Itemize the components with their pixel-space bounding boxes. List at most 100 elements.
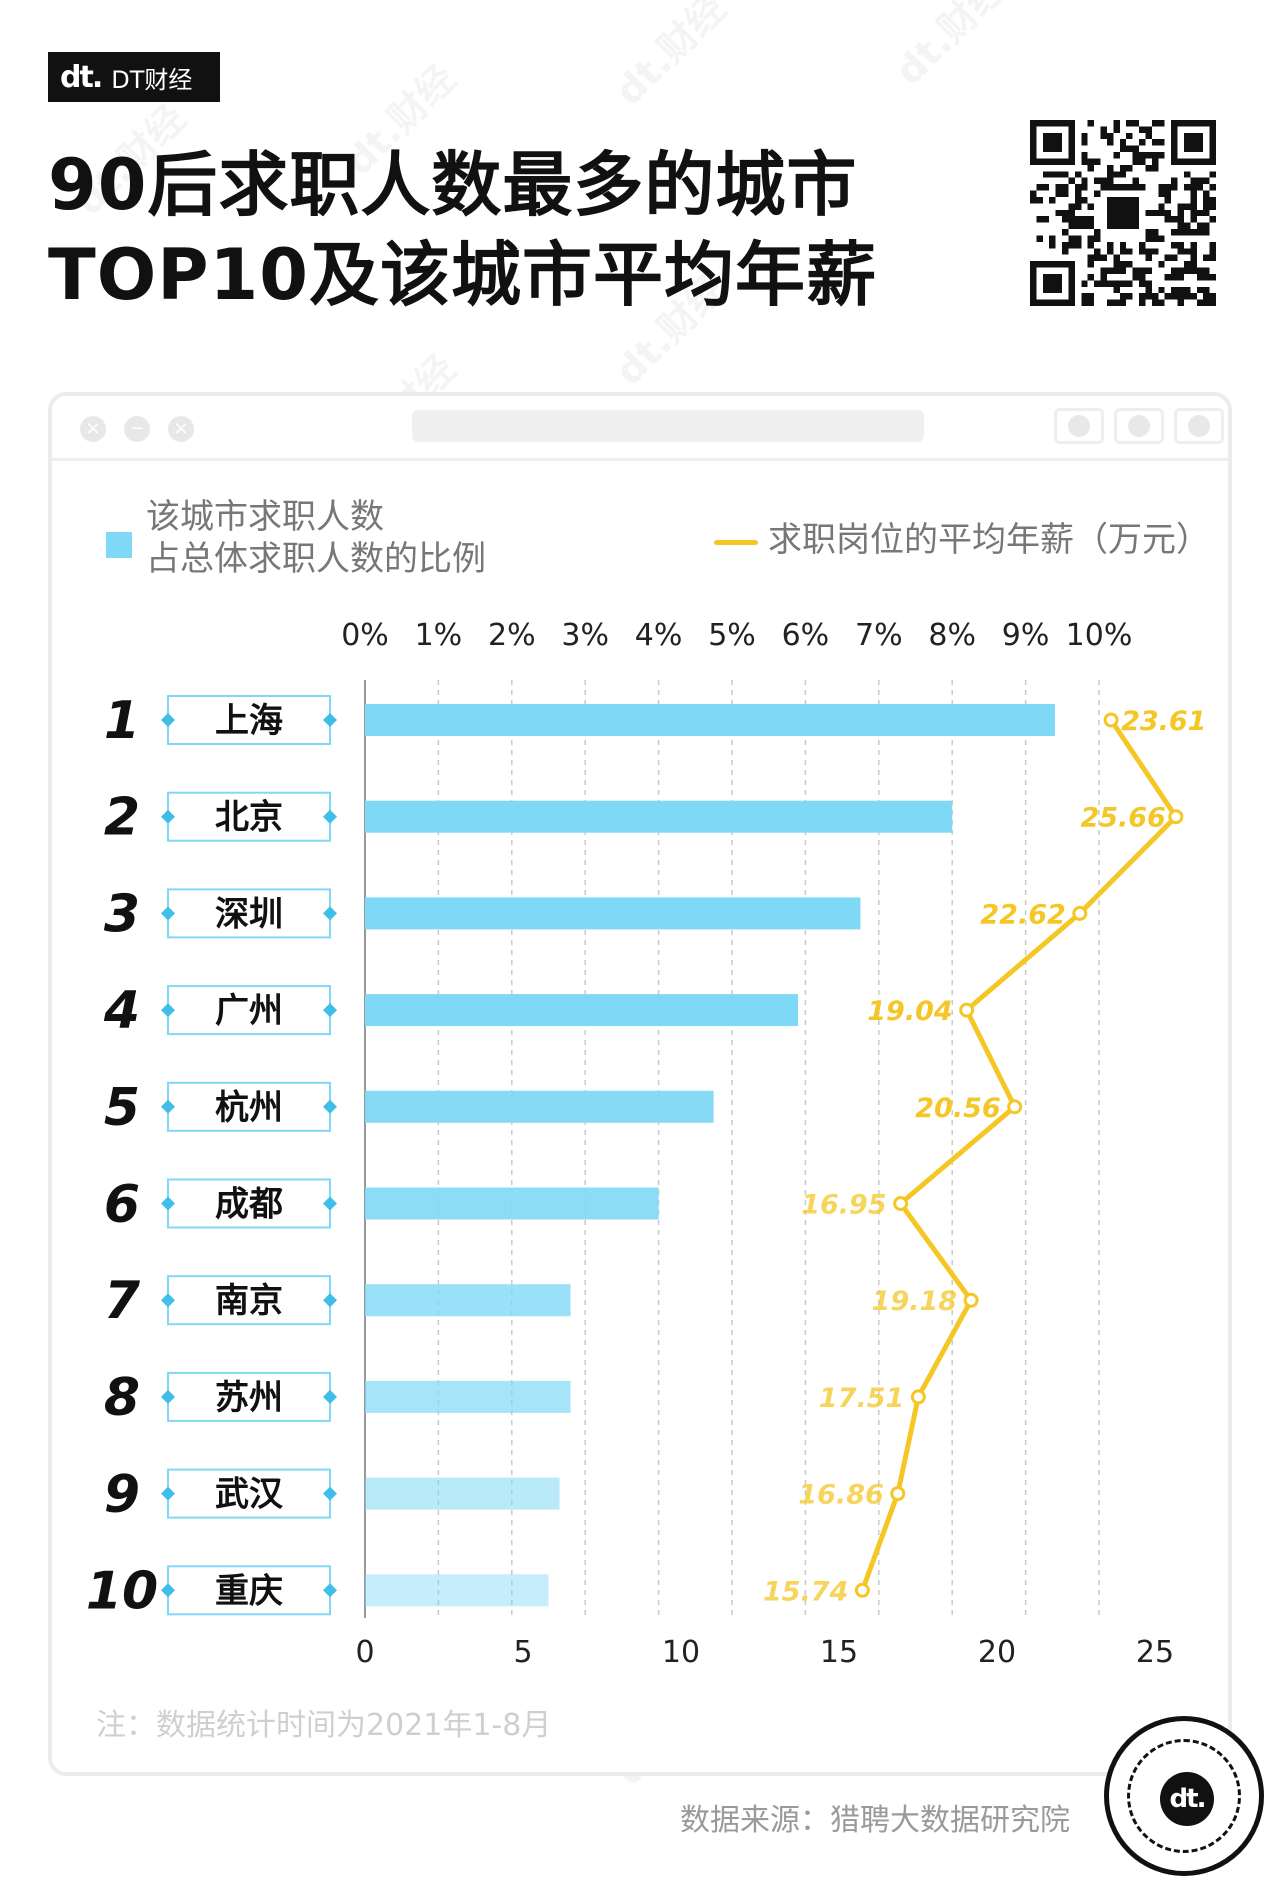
rank-label: 4	[103, 981, 140, 1041]
logo-text: DT财经	[111, 65, 193, 94]
city-label: 武汉	[215, 1475, 284, 1515]
bar	[365, 1090, 714, 1123]
bar	[365, 897, 861, 930]
rank-label: 10	[86, 1561, 158, 1621]
city-label: 广州	[215, 991, 283, 1031]
city-label-box	[167, 1565, 331, 1616]
legend-bar-label-line2: 占总体求职人数的比例	[146, 539, 486, 579]
diamond-icon	[161, 809, 175, 824]
city-label: 重庆	[215, 1571, 283, 1611]
diamond-icon	[323, 1099, 337, 1114]
bottom-axis-tick-label: 20	[978, 1635, 1016, 1670]
city-label: 上海	[215, 701, 283, 741]
line-point	[1103, 712, 1119, 728]
diamond-icon	[323, 906, 337, 921]
legend-bar-label: 该城市求职人数 占总体求职人数的比例	[146, 496, 486, 580]
rank-label: 1	[104, 691, 140, 751]
brand-badge: dt.	[1104, 1716, 1264, 1876]
close-icon: ×	[80, 416, 106, 442]
diamond-icon	[161, 1389, 175, 1404]
title-line-1: 90后求职人数最多的城市	[48, 144, 858, 226]
top-axis-tick-label: 1%	[415, 618, 463, 653]
legend-line-swatch	[714, 540, 758, 545]
page-title: 90后求职人数最多的城市 TOP10及该城市平均年薪	[48, 140, 877, 320]
city-label-box	[167, 985, 331, 1036]
diamond-icon	[161, 1293, 175, 1308]
bar	[365, 704, 1055, 736]
line-data-label: 19.18	[872, 1286, 957, 1317]
city-label: 南京	[215, 1281, 283, 1321]
rank-label: 7	[104, 1271, 141, 1331]
top-axis-tick-label: 6%	[782, 618, 830, 653]
maximize-icon: ×	[168, 416, 194, 442]
rank-label: 3	[104, 884, 140, 944]
diamond-icon	[161, 1099, 175, 1114]
logo-mark: dt.	[60, 59, 103, 95]
city-label-box	[167, 695, 331, 745]
line-data-label: 15.74	[763, 1576, 848, 1607]
top-axis-tick-label: 0%	[341, 618, 389, 653]
line-point	[854, 1582, 870, 1598]
bottom-axis-tick-label: 0	[355, 1635, 374, 1670]
top-axis-tick-label: 10%	[1066, 618, 1133, 653]
bar	[365, 994, 799, 1027]
rank-label: 6	[104, 1175, 140, 1235]
line-point	[1072, 905, 1088, 921]
record-icon	[1054, 408, 1104, 444]
salary-line	[860, 718, 1179, 1592]
line-data-label: 19.04	[867, 996, 952, 1027]
legend-bar-swatch	[106, 532, 132, 558]
line-point	[893, 1196, 909, 1211]
city-label-box	[167, 1178, 331, 1229]
line-point	[890, 1486, 906, 1502]
diamond-icon	[323, 1003, 337, 1018]
line-point	[1168, 809, 1184, 825]
diamond-icon	[161, 1196, 175, 1211]
line-data-label: 22.62	[980, 899, 1065, 930]
share-icon	[1114, 408, 1164, 444]
window-icon	[1174, 408, 1224, 444]
title-line-2: TOP10及该城市平均年薪	[48, 234, 877, 316]
line-data-label: 20.56	[915, 1093, 1000, 1124]
diamond-icon	[161, 906, 175, 921]
top-axis-tick-label: 4%	[635, 618, 683, 653]
rank-label: 8	[104, 1368, 140, 1428]
diamond-icon	[161, 1583, 175, 1598]
legend-line-label: 求职岗位的平均年薪（万元）	[768, 520, 1210, 560]
line-point	[963, 1292, 979, 1308]
qr-code-icon	[1030, 120, 1216, 306]
city-label-box	[167, 888, 331, 939]
footnote: 注：数据统计时间为2021年1-8月	[96, 1708, 552, 1743]
top-axis-tick-label: 7%	[855, 618, 903, 653]
diamond-icon	[323, 1486, 337, 1501]
line-data-label: 23.61	[1121, 706, 1206, 737]
brand-logo: dt. DT财经	[48, 52, 220, 102]
diamond-icon	[323, 1293, 337, 1308]
city-label-box	[167, 1468, 331, 1519]
rank-label: 5	[104, 1078, 140, 1138]
legend-bar-label-line1: 该城市求职人数	[146, 497, 384, 537]
line-data-label: 25.66	[1080, 803, 1165, 834]
rank-label: 2	[104, 788, 140, 848]
diamond-icon	[323, 809, 337, 824]
bar	[365, 1380, 571, 1413]
badge-ring: dt.	[1127, 1739, 1241, 1853]
diamond-icon	[323, 1196, 337, 1211]
city-label-box	[167, 1371, 331, 1422]
city-label: 杭州	[215, 1088, 283, 1128]
address-bar	[412, 410, 924, 442]
minimize-icon: −	[124, 416, 150, 442]
data-source: 数据来源：猎聘大数据研究院	[680, 1803, 1070, 1838]
line-point	[910, 1389, 926, 1405]
rank-label: 9	[104, 1465, 140, 1525]
city-label-box	[167, 791, 331, 842]
diamond-icon	[323, 1583, 337, 1598]
line-point	[1007, 1099, 1023, 1115]
city-label: 北京	[215, 798, 283, 838]
bottom-axis-tick-label: 25	[1136, 1635, 1174, 1670]
bottom-axis-tick-label: 10	[662, 1635, 700, 1670]
bottom-axis-tick-label: 5	[513, 1635, 532, 1670]
line-data-label: 16.95	[801, 1190, 886, 1221]
city-label: 成都	[215, 1185, 283, 1225]
